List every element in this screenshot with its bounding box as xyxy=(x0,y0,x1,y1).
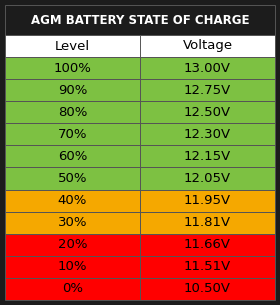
Text: 10%: 10% xyxy=(58,260,87,273)
Text: 70%: 70% xyxy=(58,128,87,141)
Bar xyxy=(5,189,140,212)
Text: 50%: 50% xyxy=(58,172,87,185)
Text: 11.81V: 11.81V xyxy=(184,216,231,229)
Bar xyxy=(5,212,140,234)
Bar xyxy=(5,5,275,35)
Text: Voltage: Voltage xyxy=(183,40,233,52)
Bar xyxy=(5,35,275,57)
Bar xyxy=(5,123,140,145)
Bar xyxy=(140,256,275,278)
Bar xyxy=(5,234,140,256)
Bar xyxy=(5,189,140,212)
Bar xyxy=(140,57,275,79)
Bar xyxy=(140,278,275,300)
Bar xyxy=(140,57,275,79)
Text: 80%: 80% xyxy=(58,106,87,119)
Bar xyxy=(5,256,140,278)
Text: 30%: 30% xyxy=(58,216,87,229)
Bar xyxy=(140,101,275,123)
Bar xyxy=(5,79,140,101)
Bar xyxy=(5,101,140,123)
Bar xyxy=(140,79,275,101)
Bar xyxy=(5,212,140,234)
Bar xyxy=(5,278,140,300)
Bar xyxy=(140,212,275,234)
Bar xyxy=(140,145,275,167)
Bar xyxy=(5,256,140,278)
Bar xyxy=(5,35,275,57)
Text: 60%: 60% xyxy=(58,150,87,163)
Bar xyxy=(140,123,275,145)
Bar xyxy=(5,145,140,167)
Bar xyxy=(140,167,275,189)
Bar xyxy=(140,212,275,234)
Text: 12.50V: 12.50V xyxy=(184,106,231,119)
Text: 12.05V: 12.05V xyxy=(184,172,231,185)
Text: 12.30V: 12.30V xyxy=(184,128,231,141)
Text: 10.50V: 10.50V xyxy=(184,282,231,296)
Bar xyxy=(140,189,275,212)
Bar xyxy=(5,123,140,145)
Text: 11.51V: 11.51V xyxy=(184,260,231,273)
Bar xyxy=(140,145,275,167)
Bar xyxy=(5,57,140,79)
Bar xyxy=(140,189,275,212)
Bar xyxy=(140,278,275,300)
Text: Level: Level xyxy=(55,40,90,52)
Text: 20%: 20% xyxy=(58,238,87,251)
Bar xyxy=(5,167,140,189)
Text: 13.00V: 13.00V xyxy=(184,62,231,74)
Bar xyxy=(140,234,275,256)
Bar xyxy=(5,101,140,123)
Bar xyxy=(140,256,275,278)
Bar xyxy=(140,234,275,256)
Text: 100%: 100% xyxy=(53,62,92,74)
Bar xyxy=(140,101,275,123)
Text: 0%: 0% xyxy=(62,282,83,296)
Bar xyxy=(5,278,140,300)
Text: 40%: 40% xyxy=(58,194,87,207)
Text: AGM BATTERY STATE OF CHARGE: AGM BATTERY STATE OF CHARGE xyxy=(31,13,249,27)
Text: 11.95V: 11.95V xyxy=(184,194,231,207)
Bar xyxy=(5,167,140,189)
Text: 90%: 90% xyxy=(58,84,87,97)
Bar xyxy=(140,79,275,101)
Bar xyxy=(5,5,275,35)
Bar xyxy=(5,145,140,167)
Bar xyxy=(5,234,140,256)
Bar xyxy=(140,123,275,145)
Bar xyxy=(5,79,140,101)
Bar xyxy=(5,57,140,79)
Text: 12.15V: 12.15V xyxy=(184,150,231,163)
Bar xyxy=(140,167,275,189)
Text: 11.66V: 11.66V xyxy=(184,238,231,251)
Text: 12.75V: 12.75V xyxy=(184,84,231,97)
